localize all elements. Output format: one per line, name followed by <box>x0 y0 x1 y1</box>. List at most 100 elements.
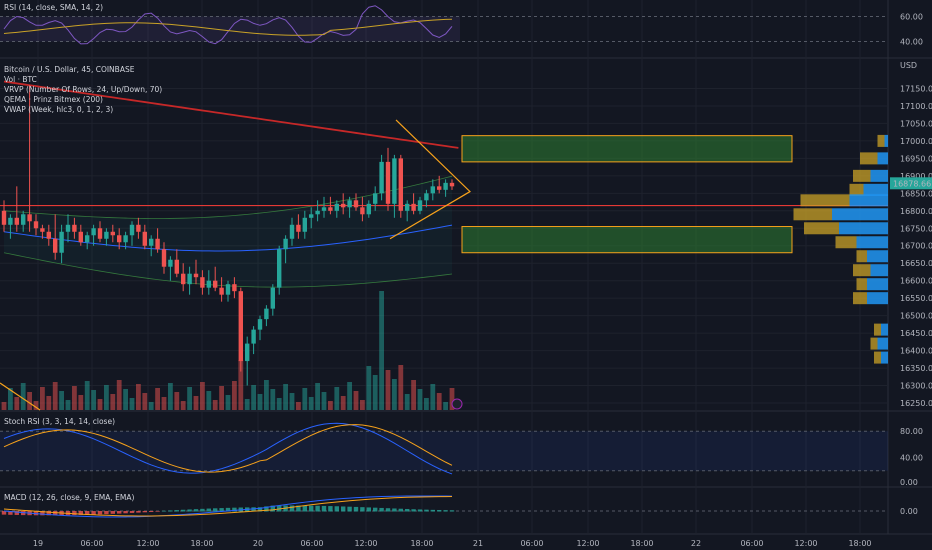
candle-body[interactable] <box>341 203 346 208</box>
candle-body[interactable] <box>347 200 352 208</box>
target-zone-1[interactable] <box>461 135 793 163</box>
candle-body[interactable] <box>366 203 371 215</box>
candle-body[interactable] <box>46 231 51 239</box>
macd-histogram-bar <box>309 505 314 512</box>
candle-body[interactable] <box>379 161 384 194</box>
candle-body[interactable] <box>181 273 186 285</box>
candle-body[interactable] <box>14 217 19 225</box>
candle-body[interactable] <box>65 224 71 232</box>
volume-bar <box>65 400 71 410</box>
time-tick-label: 18:00 <box>848 539 871 548</box>
candle-body[interactable] <box>53 238 58 253</box>
candle-body[interactable] <box>289 224 295 239</box>
candle-body[interactable] <box>398 158 403 211</box>
volume-bar <box>347 382 352 410</box>
candle-body[interactable] <box>8 217 13 225</box>
candle-body[interactable] <box>309 214 314 218</box>
candle-body[interactable] <box>417 200 423 211</box>
rsi-legend: RSI (14, close, SMA, 14, 2) <box>4 3 103 12</box>
candle-body[interactable] <box>353 200 359 208</box>
target-zone-2[interactable] <box>461 226 793 254</box>
lightning-icon[interactable] <box>451 398 463 410</box>
candle-body[interactable] <box>232 284 237 292</box>
candle-body[interactable] <box>360 207 365 215</box>
candle-body[interactable] <box>405 203 410 211</box>
candle-body[interactable] <box>1 210 7 225</box>
candle-body[interactable] <box>283 238 288 250</box>
macd-histogram-bar <box>110 511 115 514</box>
candle-body[interactable] <box>437 186 442 190</box>
candle-body[interactable] <box>97 228 103 239</box>
volume-bar <box>40 387 45 410</box>
candle-body[interactable] <box>443 182 448 190</box>
trend-line-fragment <box>0 382 41 411</box>
candle-body[interactable] <box>117 235 122 243</box>
candle-body[interactable] <box>200 277 205 288</box>
candle-body[interactable] <box>245 343 250 362</box>
candle-body[interactable] <box>129 224 135 236</box>
volume-bar <box>225 395 231 410</box>
candle-body[interactable] <box>40 228 45 232</box>
candle-body[interactable] <box>142 231 147 246</box>
volume-bar <box>328 401 333 410</box>
candle-body[interactable] <box>385 161 391 204</box>
candle-body[interactable] <box>321 207 327 211</box>
candle-body[interactable] <box>149 238 154 246</box>
candle-body[interactable] <box>187 273 192 285</box>
candle-body[interactable] <box>411 203 416 211</box>
candle-body[interactable] <box>104 231 109 239</box>
candle-body[interactable] <box>219 287 224 295</box>
candle-body[interactable] <box>238 291 243 362</box>
price-tick-label: 16450.00 <box>900 329 932 338</box>
volume-bar <box>212 400 218 410</box>
candle-body[interactable] <box>123 235 128 243</box>
candle-body[interactable] <box>85 235 90 243</box>
volume-profile-up-bar <box>867 278 888 291</box>
volume-profile-down-bar <box>853 264 871 277</box>
candle-body[interactable] <box>449 182 455 187</box>
candle-body[interactable] <box>59 231 64 253</box>
candle-body[interactable] <box>110 231 115 236</box>
candle-body[interactable] <box>334 203 339 211</box>
macd-histogram-bar <box>373 507 378 512</box>
candle-body[interactable] <box>257 319 263 330</box>
candle-body[interactable] <box>91 228 96 236</box>
macd-signal-line <box>3 496 453 517</box>
volume-bar <box>129 398 135 410</box>
macd-histogram-bar <box>392 508 397 512</box>
candle-body[interactable] <box>328 207 333 211</box>
volume-profile-up-bar <box>870 169 888 182</box>
candle-body[interactable] <box>277 249 282 288</box>
candle-body[interactable] <box>302 217 307 232</box>
candle-body[interactable] <box>161 249 167 267</box>
candle-body[interactable] <box>424 193 429 201</box>
candle-body[interactable] <box>193 273 199 278</box>
rsi-tick-40: 40.00 <box>900 38 923 47</box>
candle-body[interactable] <box>264 308 269 320</box>
candle-body[interactable] <box>136 224 141 232</box>
triangle-pattern[interactable] <box>389 119 471 240</box>
candle-body[interactable] <box>33 221 39 229</box>
macd-histogram-bar <box>129 511 135 513</box>
candle-body[interactable] <box>430 186 435 194</box>
macd-histogram-bar <box>78 511 83 515</box>
candle-body[interactable] <box>213 280 218 288</box>
candle-body[interactable] <box>373 193 378 204</box>
candle-body[interactable] <box>270 287 275 309</box>
candle-body[interactable] <box>392 158 397 204</box>
candle-body[interactable] <box>21 214 26 225</box>
candle-body[interactable] <box>206 280 211 288</box>
volume-profile-up-bar <box>877 337 888 350</box>
candle-body[interactable] <box>296 224 301 232</box>
candle-body[interactable] <box>155 238 160 250</box>
candle-body[interactable] <box>168 259 173 267</box>
candle-body[interactable] <box>315 210 320 215</box>
candle-body[interactable] <box>251 329 256 344</box>
volume-bar <box>206 391 212 410</box>
candle-body[interactable] <box>174 259 179 274</box>
candle-body[interactable] <box>72 224 77 232</box>
candle-body[interactable] <box>27 214 32 222</box>
candle-body[interactable] <box>78 231 83 243</box>
candle-body[interactable] <box>225 284 231 295</box>
